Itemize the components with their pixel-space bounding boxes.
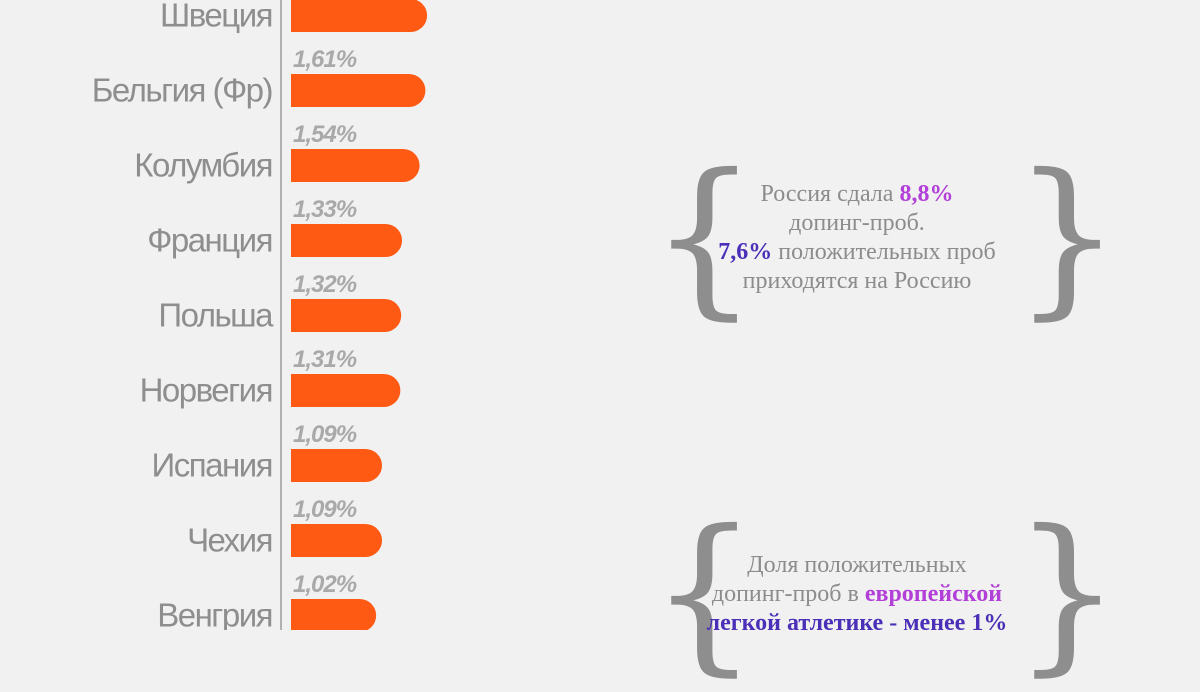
- europe-note-line-2: допинг-проб в европейской: [711, 581, 1003, 607]
- right-brace-icon: }: [1013, 494, 1122, 692]
- bar-left-edge: [291, 449, 308, 482]
- category-label: Испания: [152, 447, 272, 484]
- category-label: Венгрия: [157, 597, 272, 631]
- russia-note: Россия сдала 8,8% допинг-проб. 7,6% поло…: [697, 180, 1017, 296]
- russia-positive-value: 7,6%: [718, 239, 773, 265]
- value-label: 1,09%: [293, 421, 357, 448]
- bar: [291, 449, 383, 482]
- category-label: Чехия: [187, 522, 272, 559]
- europe-note: Доля положительных допинг-проб в европей…: [682, 551, 1032, 638]
- europe-share-value: легкой атлетике - менее 1%: [706, 610, 1008, 636]
- russia-note-line-3: 7,6% положительных проб: [718, 239, 996, 265]
- category-label: Польша: [158, 297, 274, 334]
- europe-highlight: европейской: [864, 581, 1003, 607]
- category-label: Франция: [147, 222, 272, 259]
- russia-note-line-2: допинг-проб.: [789, 210, 925, 236]
- category-label: Бельгия (Фр): [92, 72, 272, 109]
- bar: [291, 74, 426, 107]
- bar-chart: Швеция Бельгия (Фр) 1,61% Колумбия 1,54% Фран…: [92, 0, 428, 631]
- europe-note-line-1: Доля положительных: [747, 552, 967, 578]
- bar: [291, 224, 403, 257]
- bar-left-edge: [291, 74, 308, 107]
- value-label: 1,02%: [293, 571, 357, 598]
- bar: [291, 299, 402, 332]
- bar-left-edge: [291, 524, 308, 557]
- bar: [291, 524, 383, 557]
- bar-left-edge: [291, 0, 308, 32]
- bar: [291, 374, 401, 407]
- bar-left-edge: [291, 599, 308, 630]
- value-label: 1,54%: [293, 121, 357, 148]
- right-brace-icon: }: [1013, 138, 1122, 336]
- bar: [291, 0, 428, 32]
- europe-note-line-3: легкой атлетике - менее 1%: [682, 609, 1032, 638]
- russia-share-value: 8,8%: [899, 181, 954, 207]
- value-label: 1,09%: [293, 496, 357, 523]
- bar: [291, 599, 377, 630]
- category-label: Швеция: [160, 0, 272, 34]
- russia-note-line-1: Россия сдала 8,8%: [760, 181, 954, 207]
- russia-note-line-4: приходятся на Россию: [742, 268, 972, 294]
- bar-left-edge: [291, 374, 308, 407]
- value-label: 1,61%: [293, 46, 357, 73]
- bar-left-edge: [291, 149, 308, 182]
- value-label: 1,33%: [293, 196, 357, 223]
- value-label: 1,31%: [293, 346, 357, 373]
- bar-left-edge: [291, 224, 308, 257]
- value-label: 1,32%: [293, 271, 357, 298]
- bar-left-edge: [291, 299, 308, 332]
- bar: [291, 149, 420, 182]
- category-label: Колумбия: [134, 147, 272, 184]
- left-brace-icon: {: [650, 138, 759, 336]
- category-label: Норвегия: [140, 372, 272, 409]
